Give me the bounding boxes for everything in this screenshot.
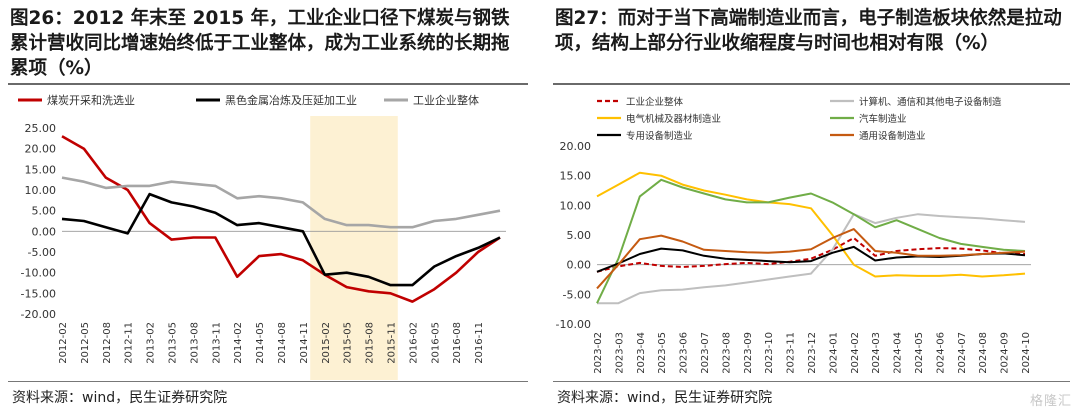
x-tick-label: 2012-02 [58,322,69,364]
figure-27-chart: 20.0015.0010.005.000.00-5.00-10.002023-0… [556,96,1032,374]
x-tick-label: 2012-05 [80,322,91,364]
x-tick-label: 2012-11 [124,322,135,364]
x-tick-label: 2015-08 [365,322,376,364]
figure-27-panel: 图27：而对于当下高端制造业而言，电子制造板块依然是拉动项，结构上部分行业收缩程… [545,0,1080,413]
x-tick-label: 2014-11 [299,322,310,364]
y-tick-label: 20.00 [25,143,57,156]
x-tick-label: 2023-02 [593,332,604,374]
series-line-2 [596,171,1026,278]
legend-label-0: 工业企业整体 [626,96,684,108]
figure-27-source: 资料来源：wind，民生证券研究院 [557,390,773,406]
y-tick-label: 10.00 [25,184,57,197]
y-tick-label: 5.00 [32,205,57,218]
y-tick-label: -10.00 [21,267,56,280]
legend-label-2: 工业企业整体 [413,93,479,107]
x-tick-label: 2024-04 [893,332,904,374]
x-tick-label: 2024-09 [1000,332,1011,374]
y-tick-label: 0.00 [567,259,592,272]
x-tick-label: 2024-06 [935,332,946,374]
y-tick-label: 15.00 [560,170,592,183]
x-tick-label: 2024-01 [828,332,839,374]
y-tick-label: 15.00 [25,163,57,176]
x-tick-label: 2023-09 [743,332,754,374]
y-tick-label: -5.00 [28,246,56,259]
x-tick-label: 2024-03 [871,332,882,374]
legend-label-5: 通用设备制造业 [859,130,926,142]
figure-26-chart: 25.00 20.00 15.00 10.00 5.00 0.00 -5.00 -10.00 -… [18,93,506,380]
x-tick-label: 2023-08 [721,332,732,374]
series-line-3 [596,178,1026,304]
x-tick-label: 2013-02 [146,322,157,364]
series-line-2 [61,176,501,229]
x-tick-label: 2013-05 [168,322,179,364]
series-line-4 [596,245,1026,273]
legend-label-1: 黑色金属冶炼及压延加工业 [225,93,357,107]
y-tick-label: -10.00 [556,318,591,331]
figure-26-panel: 图26：2012 年末至 2015 年，工业企业口径下煤炭与钢铁累计营收同比增速… [0,0,538,413]
y-tick-label: 5.00 [567,229,592,242]
y-tick-label: 20.00 [560,140,592,153]
x-tick-label: 2012-08 [102,322,113,364]
highlight-band [310,116,398,380]
figure-27-top-rule [553,83,1070,85]
series-line-1 [61,192,501,287]
x-tick-label: 2016-11 [474,322,485,364]
watermark-logo: 格隆汇 [1029,394,1072,409]
x-tick-label: 2015-02 [321,322,332,364]
x-tick-label: 2015-05 [343,322,354,364]
x-tick-label: 2023-07 [700,332,711,374]
legend-label-0: 煤炭开采和洗选业 [47,94,135,107]
figure-26-source: 资料来源：wind，民生证券研究院 [12,390,228,406]
figure-26-top-rule [8,83,528,85]
x-tick-label: 2023-06 [679,332,690,374]
figure-26-bottom-rule [8,381,528,382]
legend-label-3: 汽车制造业 [859,113,907,125]
series-line-1 [597,213,1026,305]
x-tick-label: 2014-05 [255,322,266,364]
x-tick-label: 2023-10 [764,332,775,374]
y-tick-label: -20.00 [21,308,56,321]
x-tick-label: 2013-11 [211,322,222,364]
x-tick-label: 2014-02 [233,322,244,364]
x-tick-label: 2016-08 [452,322,463,364]
x-tick-label: 2013-08 [189,322,200,364]
x-tick-label: 2023-05 [657,332,668,374]
y-tick-label: -5.00 [563,288,591,301]
legend-label-2: 电气机械及器材制造业 [626,113,721,125]
x-tick-label: 2023-11 [786,332,797,374]
x-tick-label: 2015-11 [387,322,398,364]
x-tick-label: 2024-10 [1021,332,1032,374]
y-tick-label: 10.00 [560,199,592,212]
figure-26-title: 图26：2012 年末至 2015 年，工业企业口径下煤炭与钢铁累计营收同比增速… [10,8,510,79]
x-tick-label: 2023-03 [614,332,625,374]
x-tick-label: 2024-08 [978,332,989,374]
x-tick-label: 2023-12 [807,332,818,374]
legend-label-4: 专用设备制造业 [626,130,693,142]
x-tick-label: 2024-07 [957,332,968,374]
series-line-5 [596,228,1026,290]
series-line-0 [596,237,1026,273]
x-tick-label: 2016-02 [408,322,419,364]
x-tick-label: 2023-04 [636,332,647,374]
legend-label-1: 计算机、通信和其他电子设备制造 [859,96,1002,108]
x-tick-label: 2016-05 [430,322,441,364]
y-tick-label: 25.00 [25,122,57,135]
x-tick-label: 2014-08 [277,322,288,364]
y-tick-label: -15.00 [21,287,56,300]
y-tick-label: 0.00 [32,225,57,238]
x-tick-label: 2024-05 [914,332,925,374]
x-tick-label: 2024-02 [850,332,861,374]
figure-27-title: 图27：而对于当下高端制造业而言，电子制造板块依然是拉动项，结构上部分行业收缩程… [555,8,1062,54]
series-line-0 [61,135,501,303]
figure-27-bottom-rule [553,381,1070,382]
